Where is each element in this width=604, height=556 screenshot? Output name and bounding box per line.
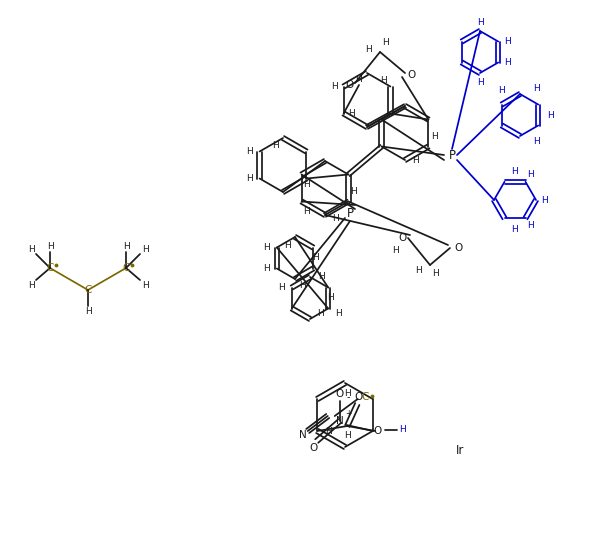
Text: H: H (246, 147, 253, 156)
Text: H: H (263, 243, 270, 252)
Text: P: P (449, 148, 455, 161)
Text: H: H (303, 180, 310, 189)
Text: H: H (141, 245, 149, 254)
Text: H: H (498, 86, 505, 95)
Text: H: H (547, 111, 553, 120)
Text: H: H (504, 37, 510, 46)
Text: H: H (123, 241, 129, 251)
Text: O: O (407, 70, 415, 80)
Text: H: H (414, 266, 422, 275)
Text: O: O (345, 80, 353, 90)
Text: H: H (332, 214, 338, 222)
Text: O: O (354, 392, 362, 402)
Text: H: H (399, 425, 406, 434)
Text: H: H (278, 283, 285, 292)
Text: H: H (335, 309, 341, 318)
Text: C: C (123, 263, 130, 273)
Text: O: O (336, 389, 344, 399)
Text: H: H (504, 58, 510, 67)
Text: H: H (349, 109, 355, 118)
Text: H: H (431, 132, 438, 141)
Text: H: H (365, 44, 371, 53)
Text: H: H (533, 85, 540, 93)
Text: H: H (527, 221, 534, 230)
Text: H: H (312, 253, 318, 262)
Text: H: H (542, 196, 548, 205)
Text: H: H (298, 280, 306, 290)
Text: H: H (527, 170, 534, 180)
Text: H: H (303, 207, 310, 216)
Text: O: O (454, 243, 462, 253)
Text: Ir: Ir (456, 444, 464, 456)
Text: N: N (336, 416, 344, 426)
Text: H: H (28, 245, 34, 254)
Text: H: H (47, 241, 53, 251)
Text: H: H (272, 141, 278, 150)
Text: H: H (477, 77, 483, 87)
Text: -: - (347, 392, 350, 402)
Text: H: H (318, 272, 324, 281)
Text: N: N (299, 430, 307, 440)
Text: H: H (533, 137, 540, 146)
Text: H: H (512, 225, 518, 234)
Text: H: H (344, 390, 350, 399)
Text: O: O (310, 443, 318, 453)
Text: H: H (246, 174, 253, 183)
Text: H: H (350, 187, 357, 196)
Text: H: H (331, 82, 338, 91)
Text: H: H (512, 166, 518, 176)
Text: H: H (477, 17, 483, 27)
Text: O: O (373, 426, 381, 436)
Text: C: C (47, 263, 54, 273)
Text: H: H (85, 307, 91, 316)
Text: H: H (382, 37, 388, 47)
Text: H: H (316, 310, 323, 319)
Text: H: H (284, 241, 291, 250)
Text: H: H (355, 75, 361, 83)
Text: H: H (344, 431, 350, 440)
Text: O: O (398, 233, 406, 243)
Text: C: C (361, 392, 368, 402)
Text: H: H (28, 280, 34, 290)
Text: H: H (391, 246, 399, 255)
Text: H: H (380, 76, 387, 85)
Text: H: H (325, 426, 332, 435)
Text: C: C (85, 285, 92, 295)
Text: H: H (327, 293, 333, 302)
Text: H: H (141, 280, 149, 290)
Text: H: H (432, 269, 439, 277)
Text: H: H (411, 156, 419, 165)
Text: +: + (345, 410, 352, 419)
Text: H: H (263, 264, 270, 273)
Text: P: P (347, 206, 353, 220)
